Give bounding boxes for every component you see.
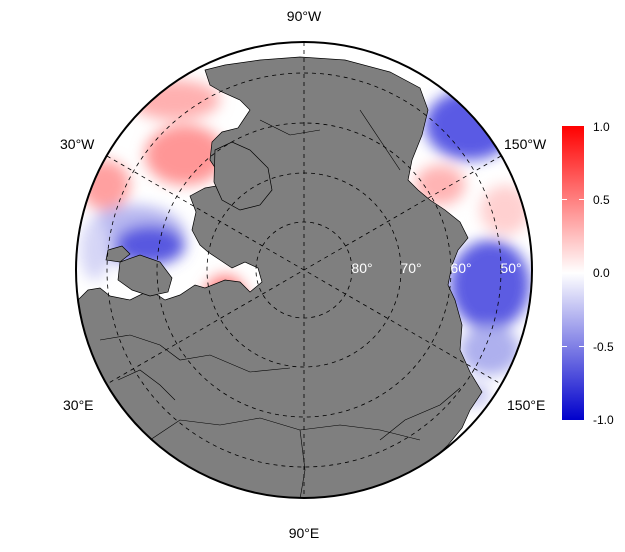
anomaly-red-greenland-sea bbox=[145, 125, 225, 185]
lon-label-upper-right: 150°W bbox=[504, 136, 547, 152]
colorbar: 1.0 0.5 0.0 -0.5 -1.0 bbox=[562, 120, 614, 427]
anomaly-blue-okhotsk bbox=[460, 325, 520, 375]
meridian-150w-30e bbox=[106, 155, 502, 385]
colorbar-tick-1-0: 1.0 bbox=[593, 120, 610, 134]
land-iceland bbox=[105, 245, 131, 263]
country-borders bbox=[99, 109, 461, 498]
land-greenland bbox=[213, 141, 273, 211]
lat-label-60: 60° bbox=[450, 260, 471, 276]
anomaly-blue-north-pacific bbox=[450, 240, 530, 330]
land-scandinavia bbox=[117, 254, 173, 297]
colorbar-tick-0-5: 0.5 bbox=[593, 193, 610, 207]
anomaly-red-pacific bbox=[480, 185, 530, 235]
lat-label-50: 50° bbox=[500, 260, 521, 276]
anomaly-field bbox=[77, 56, 530, 498]
lat-label-80: 80° bbox=[351, 260, 372, 276]
lat-circle-60 bbox=[156, 122, 452, 418]
anomaly-red-west bbox=[80, 160, 130, 210]
lon-label-lower-right: 150°E bbox=[507, 397, 545, 413]
lon-label-top: 90°W bbox=[287, 8, 322, 24]
lon-label-upper-left: 30°W bbox=[60, 136, 95, 152]
anomaly-red-north-atlantic bbox=[130, 80, 220, 120]
anomaly-blue-core bbox=[115, 225, 185, 265]
colorbar-tick-0-0: 0.0 bbox=[593, 266, 610, 280]
colorbar-gradient bbox=[562, 126, 584, 420]
anomaly-blue-alaska bbox=[425, 90, 515, 160]
colorbar-tick-marks bbox=[562, 199, 584, 347]
colorbar-tick-neg-1-0: -1.0 bbox=[593, 413, 614, 427]
graticule bbox=[106, 42, 502, 498]
lon-label-lower-left: 30°E bbox=[63, 397, 94, 413]
lon-label-bottom: 90°E bbox=[289, 525, 320, 541]
lat-label-70: 70° bbox=[400, 260, 421, 276]
colorbar-tick-neg-0-5: -0.5 bbox=[593, 340, 614, 354]
map-frame bbox=[75, 41, 533, 499]
anomaly-blue-fringe bbox=[80, 220, 110, 280]
anomaly-red-bering bbox=[415, 165, 465, 205]
lat-circle-50 bbox=[106, 72, 502, 468]
